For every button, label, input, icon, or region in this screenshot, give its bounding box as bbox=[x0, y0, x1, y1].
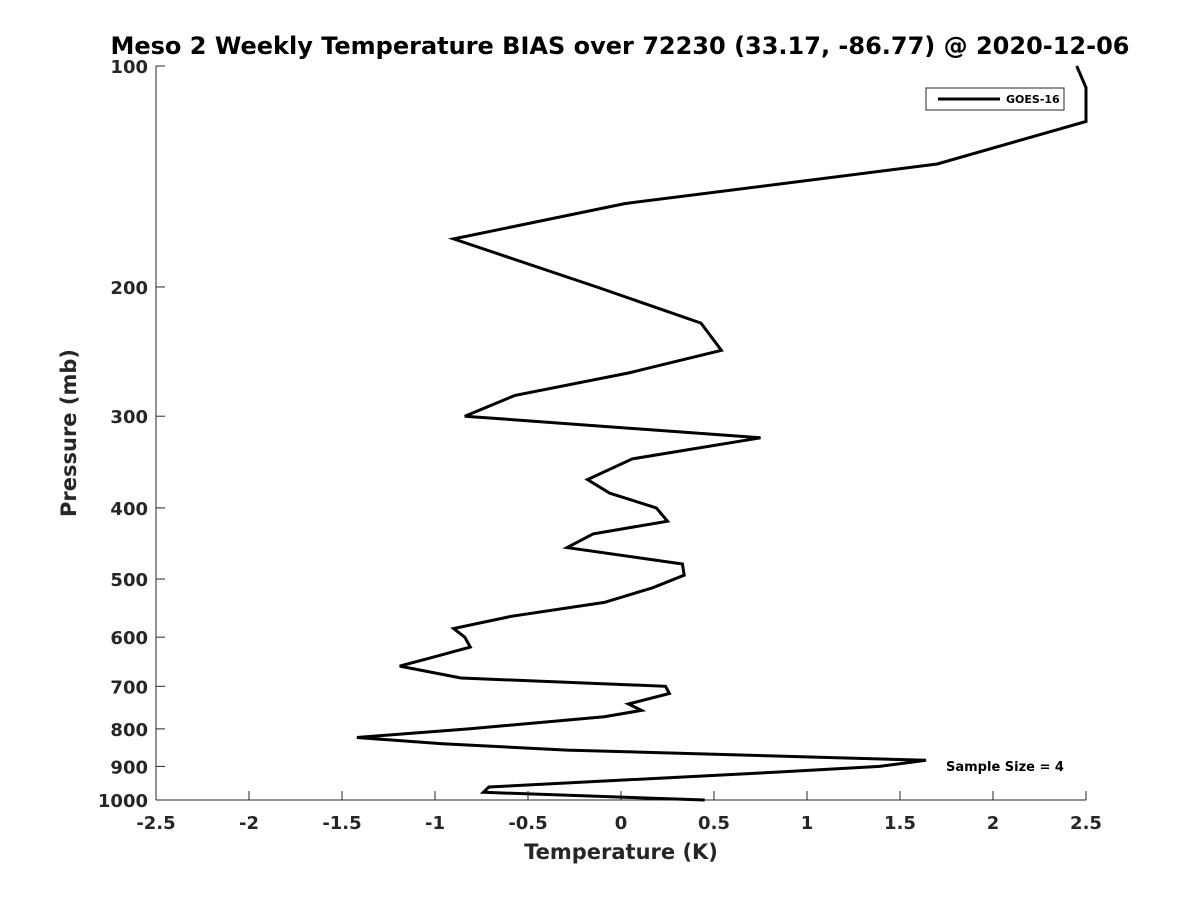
x-tick-label: 0 bbox=[615, 813, 628, 834]
y-tick-label: 500 bbox=[110, 570, 148, 591]
x-tick-label: 2 bbox=[987, 813, 1000, 834]
x-tick-label: 2.5 bbox=[1070, 813, 1102, 834]
x-tick-label: -1.5 bbox=[322, 813, 361, 834]
x-tick-label: -0.5 bbox=[508, 813, 547, 834]
y-tick-label: 1000 bbox=[98, 791, 148, 812]
x-tick-label: -2.5 bbox=[136, 813, 175, 834]
series-line-goes-16 bbox=[356, 65, 1088, 802]
series-layer bbox=[356, 65, 1088, 802]
y-tick-label: 200 bbox=[110, 278, 148, 299]
legend: GOES-16 bbox=[925, 87, 1065, 111]
y-tick-label: 300 bbox=[110, 407, 148, 428]
y-tick-label: 100 bbox=[110, 57, 148, 78]
chart-title: Meso 2 Weekly Temperature BIAS over 7223… bbox=[110, 32, 1129, 60]
y-tick-label: 700 bbox=[110, 677, 148, 698]
x-axis-label: Temperature (K) bbox=[524, 840, 718, 864]
x-tick-label: 0.5 bbox=[698, 813, 730, 834]
legend-label-goes-16: GOES-16 bbox=[1006, 93, 1060, 106]
x-tick-label: 1 bbox=[801, 813, 814, 834]
x-tick-label: -1 bbox=[425, 813, 445, 834]
y-tick-label: 800 bbox=[110, 720, 148, 741]
y-tick-label: 600 bbox=[110, 628, 148, 649]
y-tick-label: 400 bbox=[110, 499, 148, 520]
x-tick-label: -2 bbox=[239, 813, 259, 834]
sample-size-annotation: Sample Size = 4 bbox=[946, 760, 1064, 775]
y-tick-label: 900 bbox=[110, 757, 148, 778]
x-tick-label: 1.5 bbox=[884, 813, 916, 834]
y-axis-label: Pressure (mb) bbox=[57, 349, 81, 517]
